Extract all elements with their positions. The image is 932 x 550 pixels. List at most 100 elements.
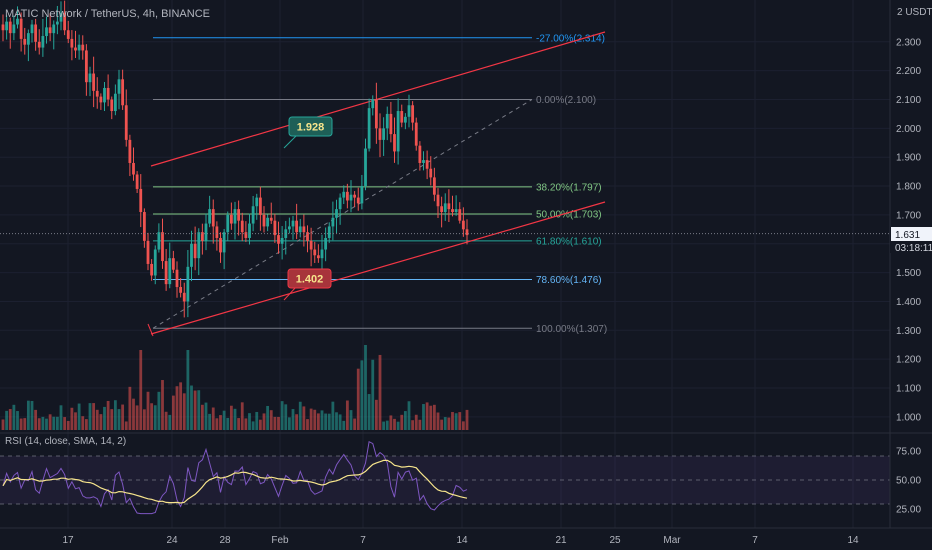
price-channel[interactable] (147, 31, 606, 337)
volume-bar (124, 421, 128, 430)
price-tick-label: 2.300 (896, 37, 921, 48)
volume-bar (110, 409, 114, 430)
candle-body (356, 197, 360, 204)
fib-label: 0.00%(2.100) (536, 95, 596, 106)
candle-body (5, 21, 9, 31)
volume-bar (414, 414, 418, 430)
callout-label: 1.402 (296, 274, 324, 286)
candle-body (382, 128, 386, 140)
candle-body (74, 47, 77, 51)
candle-body (465, 229, 469, 236)
volume-bar (222, 410, 226, 430)
volume-bar (113, 400, 117, 430)
candle-body (393, 134, 396, 152)
volume-bar (182, 393, 186, 430)
volume-bar (248, 413, 251, 430)
candle-body (59, 12, 63, 22)
volume-bar (309, 408, 313, 430)
volume-bar (396, 421, 400, 430)
price-tick-label: 1.700 (896, 210, 921, 221)
callout-pointer (283, 134, 298, 149)
volume-bar (342, 420, 346, 430)
candle-body (396, 111, 400, 152)
candle-body (385, 113, 389, 129)
candle-body (403, 116, 407, 123)
candle-body (222, 232, 226, 253)
candle-body (291, 220, 295, 227)
volume-bar (400, 414, 404, 430)
volume-bar (432, 404, 436, 430)
volume-bar (200, 404, 204, 430)
candle-body (197, 232, 201, 259)
candle-body (440, 206, 444, 213)
time-axis[interactable]: 17 24 28 Feb 7 14 21 25 Mar 7 14 (62, 535, 859, 546)
candle-body (287, 226, 291, 230)
candle-body (215, 226, 219, 238)
volume-bar (273, 416, 277, 430)
volume-bar (52, 416, 56, 430)
currency-label: 2 USDT (897, 7, 932, 18)
volume-bar (306, 419, 309, 430)
volume-bar (353, 418, 357, 430)
candle-body (251, 206, 255, 224)
candle-body (190, 243, 193, 267)
volume-bar (313, 409, 317, 430)
volume-bar (128, 386, 132, 430)
price-callouts[interactable]: 1.928 1.402 (283, 116, 333, 301)
volume-bar (422, 404, 425, 430)
volume-bar (280, 401, 284, 430)
time-tick-label: 14 (847, 535, 859, 546)
volume-bar (255, 411, 259, 430)
price-tick-label: 1.800 (896, 182, 921, 193)
candle-body (211, 209, 215, 227)
volume-bar (215, 418, 219, 430)
candle-body (229, 214, 233, 224)
volume-bar (335, 412, 338, 430)
candle-body (244, 232, 248, 238)
volume-bar (266, 405, 270, 430)
volume-bar (34, 409, 38, 430)
volume-bar (374, 399, 378, 430)
candle-body (324, 237, 328, 250)
volume-bar (418, 419, 422, 430)
volume-bar (95, 409, 99, 430)
candle-body (240, 220, 244, 233)
volume-bar (269, 410, 273, 430)
rsi-pane[interactable]: 75.00 50.00 25.00 (0, 440, 921, 516)
candle-body (113, 93, 117, 112)
candle-body (16, 18, 19, 25)
volume-bar (407, 401, 411, 430)
volume-bar (139, 350, 143, 430)
volume-bar (458, 412, 462, 430)
candle-body (353, 194, 357, 198)
volume-bar (327, 413, 331, 430)
candle-body (335, 209, 338, 218)
volume-bar (135, 405, 139, 430)
candle-body (193, 243, 197, 259)
price-tick-label: 2.200 (896, 66, 921, 77)
volume-bar (150, 403, 154, 430)
callout-box (287, 268, 332, 289)
candle-body (19, 18, 23, 39)
candle-body (262, 214, 266, 227)
candle-body (400, 111, 404, 123)
volume-bar (77, 403, 81, 430)
last-price-value: 1.631 (895, 230, 920, 241)
volume-bar (367, 394, 371, 430)
candle-body (168, 258, 172, 285)
candle-body (175, 269, 179, 288)
candle-body (364, 148, 367, 187)
volume-bar (106, 400, 110, 430)
fib-retracement[interactable]: -27.00%(2.314) 0.00%(2.100) 38.20%(1.797) 5… (152, 33, 607, 335)
volume-bar (324, 413, 328, 430)
candle-body (306, 232, 309, 241)
candle-body (164, 261, 168, 285)
volume-bar (226, 417, 230, 430)
last-price-countdown: 03:18:11 (895, 243, 932, 254)
price-tick-label: 1.400 (896, 297, 921, 308)
rsi-line (2, 440, 468, 515)
time-tick-label: 28 (219, 535, 231, 546)
volume-bar (436, 412, 440, 430)
